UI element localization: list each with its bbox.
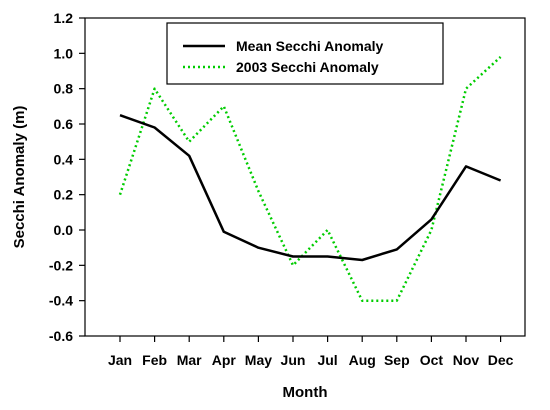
x-tick-label: Jan [108,352,132,368]
x-axis: Jan Feb Mar Apr May Jun Jul Aug Sep Oct Nov Dec [108,336,514,368]
x-tick-label: May [245,352,272,368]
legend-label-2003: 2003 Secchi Anomaly [236,59,379,75]
x-tick-label: Sep [384,352,410,368]
y-tick-label: 1.0 [54,45,74,61]
x-tick-label: Mar [177,352,202,368]
y-tick-label: 0.0 [54,222,74,238]
y-tick-label: -0.4 [49,293,73,309]
x-tick-label: Jun [281,352,306,368]
x-tick-label: Jul [317,352,337,368]
x-tick-label: Dec [488,352,514,368]
x-tick-label: Oct [420,352,444,368]
plot-frame [84,17,526,337]
series-layer [118,55,502,302]
x-tick-label: Apr [212,352,237,368]
y-tick-label: 0.2 [54,187,74,203]
legend-box [166,22,444,85]
y-axis: -0.6 -0.4 -0.2 0.0 0.2 0.4 0.6 0.8 1.0 1.2 [49,10,85,344]
y-tick-label: 0.8 [54,81,74,97]
series-2003-line [118,55,502,302]
x-tick-label: Aug [349,352,376,368]
x-tick-label: Nov [453,352,480,368]
y-tick-label: -0.6 [49,328,73,344]
y-tick-label: 0.6 [54,116,74,132]
y-axis-label: Secchi Anomaly (m) [11,106,28,249]
x-tick-label: Feb [142,352,167,368]
y-tick-label: 1.2 [54,10,74,26]
y-tick-label: 0.4 [54,151,74,167]
x-axis-label: Month [283,384,328,401]
y-tick-label: -0.2 [49,257,73,273]
legend: Mean Secchi Anomaly 2003 Secchi Anomaly [166,22,444,85]
series-mean-line [119,114,502,262]
legend-label-mean: Mean Secchi Anomaly [236,38,384,54]
